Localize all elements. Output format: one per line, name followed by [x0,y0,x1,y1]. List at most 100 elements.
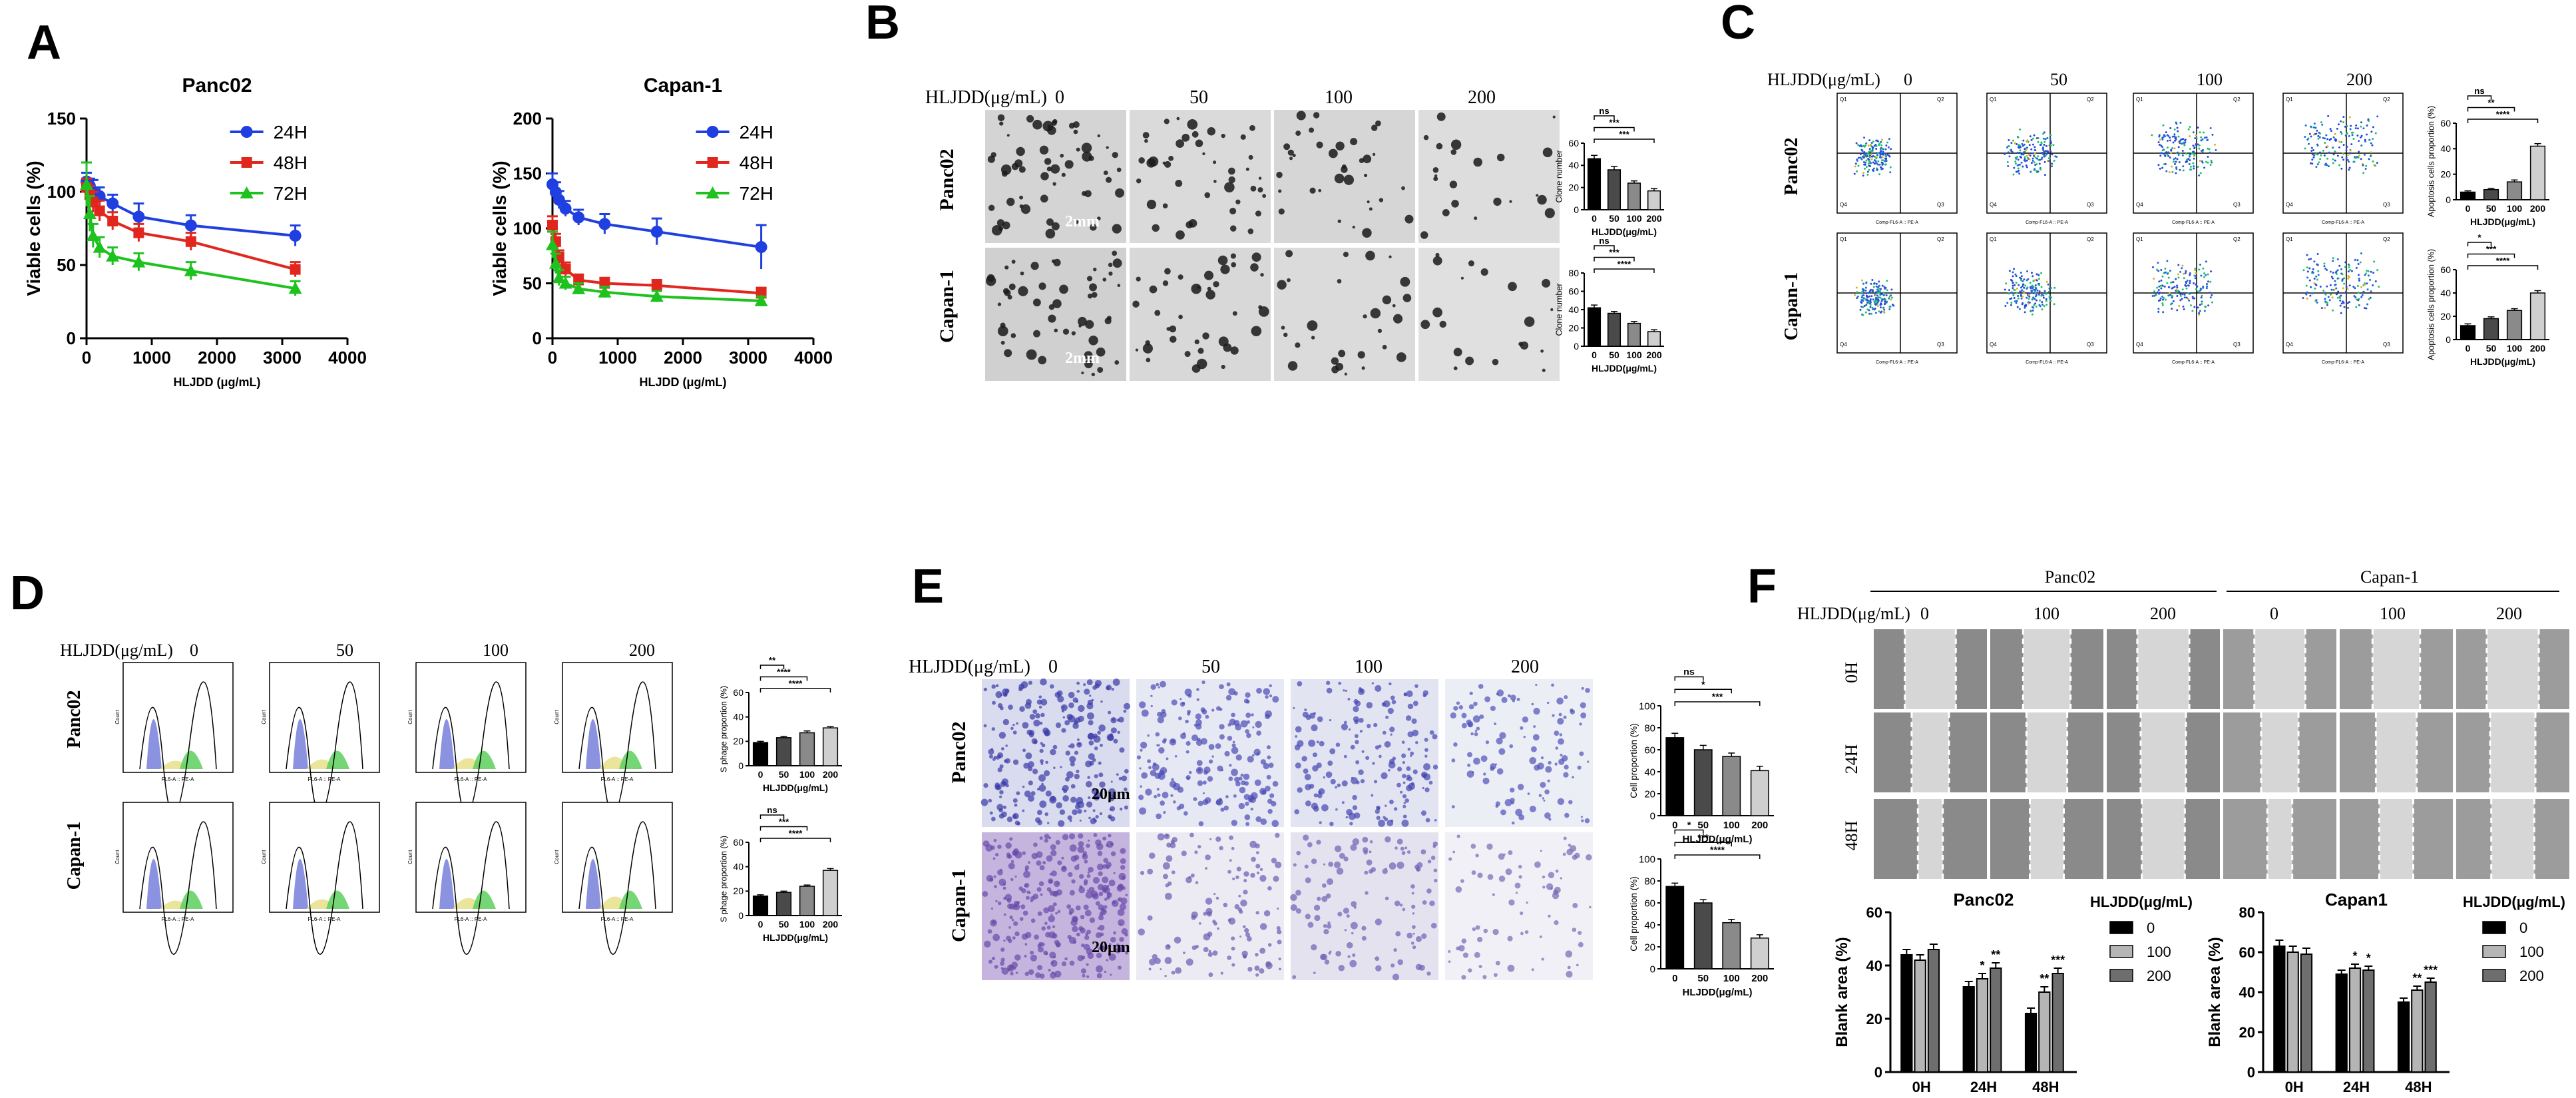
significance-label: ** [769,655,776,665]
event-dot [2205,136,2208,138]
colony [1217,255,1228,266]
stained-cell [1198,922,1201,925]
stained-cell [1395,931,1401,937]
stained-cell [1373,780,1378,784]
stained-cell [1056,882,1059,885]
event-dot [2347,275,2350,278]
event-dot [2337,290,2340,293]
stained-cell [1508,899,1515,906]
event-dot [2039,158,2041,161]
stained-cell [1074,773,1080,780]
event-dot [2205,283,2208,286]
stained-cell [1271,800,1277,807]
significance-bracket [1674,688,1732,694]
colony [1018,286,1028,296]
x-tick-label: 24H [1970,1079,1997,1095]
event-dot [1878,287,1880,290]
stained-cell [1050,850,1057,857]
bar [1927,949,1940,1073]
stained-cell [994,965,998,969]
quadrant-label: Q3 [1937,342,1944,348]
x-tick-label: 50 [2486,343,2497,354]
stained-cell [1495,960,1500,965]
stained-cell [1225,694,1232,701]
flow-x-label: Comp-FL6-A :: PE-A [2322,220,2364,225]
event-dot [2159,167,2161,170]
colony [1372,152,1376,156]
stained-cell [1482,975,1487,979]
event-dot [1866,155,1869,158]
stained-cell [1321,896,1328,902]
colony [1054,328,1058,333]
y-tick-label: 80 [1568,268,1579,278]
dose-header-label: HLJDD(μg/mL) [909,657,1030,677]
colony [1132,300,1140,308]
event-dot [2175,166,2178,168]
event-dot [2017,297,2020,300]
bar [2483,318,2499,340]
event-dot [2032,288,2035,291]
colony [1026,115,1034,123]
event-dot [1886,153,1889,156]
event-dot [1872,298,1874,301]
stained-cell [1041,743,1046,748]
stained-cell [1295,890,1301,896]
stained-cell [1008,926,1011,929]
event-dot [1879,306,1882,309]
stained-cell [994,885,997,888]
event-dot [2030,272,2033,274]
stained-cell [1503,853,1506,856]
stained-cell [1110,717,1117,724]
stained-cell [1474,952,1480,958]
stained-cell [1229,835,1233,840]
event-dot [2208,148,2211,150]
stained-cell [1391,963,1395,968]
event-dot [2041,156,2043,159]
event-dot [2042,296,2045,299]
stained-cell [1399,904,1403,907]
event-dot [2315,275,2318,278]
event-dot [2013,296,2016,299]
event-dot [2328,151,2330,154]
histogram-frame [562,802,673,913]
stained-cell [1564,694,1568,699]
stained-cell [1396,766,1402,772]
bar [2286,952,2299,1073]
stained-cell [1028,861,1030,864]
quadrant-label: Q1 [1840,236,1847,242]
stained-cell [1164,975,1167,977]
stained-cell [1055,840,1060,845]
y-tick-label: 40 [1644,766,1655,778]
stained-cell [1546,883,1554,890]
event-dot [2195,274,2197,277]
colony [1362,228,1372,238]
event-dot [2019,163,2022,166]
stained-cell [1492,893,1495,896]
stained-cell [1103,905,1108,910]
stained-cell [1092,893,1099,900]
stained-cell [1158,747,1165,754]
event-dot [2316,143,2318,146]
colony [1020,271,1024,276]
colony [1375,120,1381,127]
colony [1164,160,1172,168]
bar [775,737,792,766]
stained-cell [1269,793,1275,798]
stained-cell [1560,877,1562,880]
histogram-y-label: Count [407,710,413,724]
x-tick-label: 100 [1626,350,1642,360]
event-dot [2163,285,2166,288]
legend-label: 200 [2519,967,2544,984]
event-dot [2342,121,2344,124]
stained-cell [980,798,988,806]
event-dot [2200,288,2203,291]
stained-cell [1554,730,1560,736]
event-dot [2020,161,2023,164]
event-dot [1884,154,1887,157]
event-dot [2310,125,2312,128]
event-dot [2211,161,2213,164]
event-dot [2022,283,2025,286]
stained-cell [1030,791,1036,796]
stained-cell [1148,852,1156,859]
